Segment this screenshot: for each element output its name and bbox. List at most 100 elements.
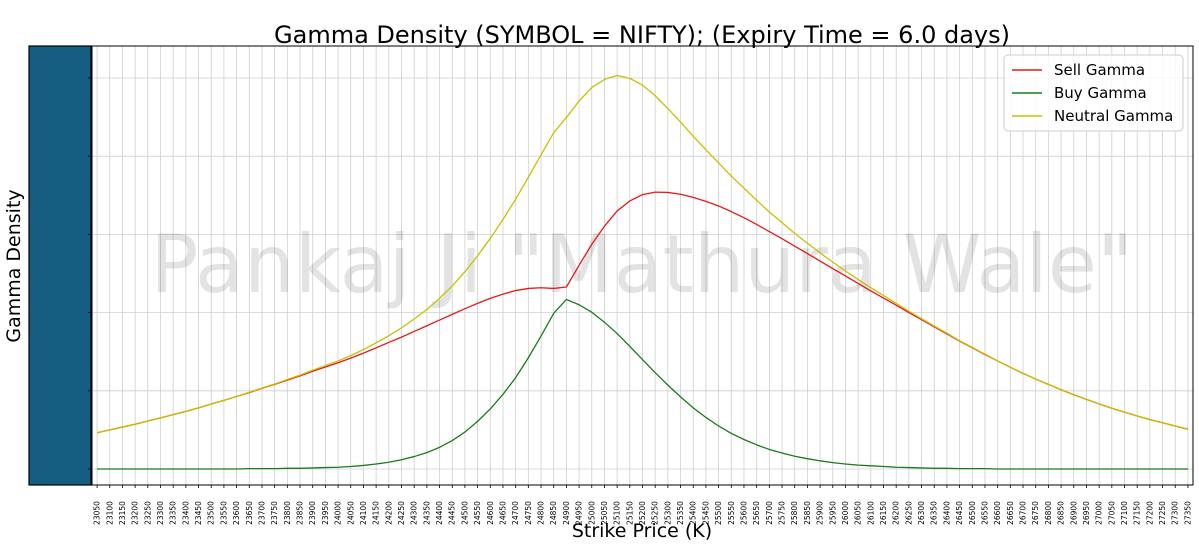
x-tick-label: 27150 [1133, 501, 1142, 525]
x-tick-label: 24600 [486, 501, 495, 525]
x-tick-label: 25500 [714, 501, 723, 525]
x-tick-label: 24200 [384, 501, 393, 525]
x-tick-label: 24150 [372, 501, 381, 525]
chart-title: Gamma Density (SYMBOL = NIFTY); (Expiry … [274, 21, 1010, 49]
x-tick-label: 25300 [663, 501, 672, 525]
x-tick-label: 25400 [689, 501, 698, 525]
x-tick-label: 23100 [105, 501, 114, 525]
x-tick-label: 24700 [511, 501, 520, 525]
x-tick-label: 26650 [1006, 501, 1015, 525]
x-tick-label: 27000 [1095, 501, 1104, 525]
x-tick-label: 27300 [1171, 501, 1180, 525]
x-tick-label: 26400 [942, 501, 951, 525]
x-tick-label: 26550 [980, 501, 989, 525]
x-tick-label: 27050 [1107, 501, 1116, 525]
y-axis-label: Gamma Density [3, 189, 25, 342]
x-tick-label: 24900 [562, 501, 571, 525]
x-tick-label: 23300 [156, 501, 165, 525]
x-tick-label: 23750 [270, 501, 279, 525]
x-tick-label: 23850 [296, 501, 305, 525]
x-tick-label: 25450 [701, 501, 710, 525]
x-tick-label: 26100 [866, 501, 875, 525]
x-tick-label: 26850 [1057, 501, 1066, 525]
x-tick-label: 24800 [537, 501, 546, 525]
x-tick-label: 23950 [321, 501, 330, 525]
x-tick-label: 24550 [473, 501, 482, 525]
x-tick-label: 26200 [892, 501, 901, 525]
x-tick-label: 24950 [575, 501, 584, 525]
x-tick-label: 23450 [194, 501, 203, 525]
x-tick-label: 23050 [93, 501, 102, 525]
x-tick-label: 23150 [118, 501, 127, 525]
x-tick-label: 25600 [739, 501, 748, 525]
x-tick-label: 26150 [879, 501, 888, 525]
x-tick-label: 27250 [1158, 501, 1167, 525]
x-tick-label: 25200 [638, 501, 647, 525]
x-tick-label: 24850 [549, 501, 558, 525]
x-tick-label: 27100 [1120, 501, 1129, 525]
x-tick-label: 26050 [854, 501, 863, 525]
x-tick-label: 24500 [460, 501, 469, 525]
x-tick-label: 27200 [1145, 501, 1154, 525]
x-tick-label: 25350 [676, 501, 685, 525]
x-tick-label: 26900 [1069, 501, 1078, 525]
x-tick-label: 26000 [841, 501, 850, 525]
x-tick-label: 24100 [359, 501, 368, 525]
x-tick-label: 24750 [524, 501, 533, 525]
x-tick-label: 26300 [917, 501, 926, 525]
x-tick-label: 25950 [828, 501, 837, 525]
x-tick-label: 24050 [346, 501, 355, 525]
x-axis-label: Strike Price (K) [572, 520, 712, 542]
watermark-text: Pankaj Ji "Mathura Wale" [150, 218, 1133, 311]
x-tick-label: 26800 [1044, 501, 1053, 525]
chart-legend: Sell Gamma Buy Gamma Neutral Gamma [1003, 54, 1184, 132]
x-tick-label: 26950 [1082, 501, 1091, 525]
legend-label-buy-gamma: Buy Gamma [1054, 84, 1147, 102]
x-tick-label: 23600 [232, 501, 241, 525]
x-tick-label: 24400 [435, 501, 444, 525]
x-tick-label: 25050 [600, 501, 609, 525]
x-tick-label: 26450 [955, 501, 964, 525]
x-tick-label: 26750 [1031, 501, 1040, 525]
x-tick-label: 25650 [752, 501, 761, 525]
x-tick-label: 23200 [131, 501, 140, 525]
legend-label-sell-gamma: Sell Gamma [1054, 61, 1145, 79]
x-tick-label: 25800 [790, 501, 799, 525]
x-tick-label: 25100 [613, 501, 622, 525]
x-tick-label: 25700 [765, 501, 774, 525]
x-tick-label: 26700 [1019, 501, 1028, 525]
x-tick-label: 24650 [498, 501, 507, 525]
x-tick-label: 25850 [803, 501, 812, 525]
x-tick-label: 23550 [219, 501, 228, 525]
series-line-buy-gamma [97, 298, 1188, 470]
x-tick-label: 26250 [904, 501, 913, 525]
x-tick-label: 24450 [448, 501, 457, 525]
x-tick-labels: 23050 23100 23150 23200 23250 23300 23350 23400… [93, 485, 1192, 525]
x-tick-label: 24000 [334, 501, 343, 525]
legend-label-neutral-gamma: Neutral Gamma [1054, 107, 1173, 125]
x-tick-label: 24300 [410, 501, 419, 525]
series-lines [96, 74, 1189, 470]
x-tick-label: 23250 [143, 501, 152, 525]
x-tick-label: 23900 [308, 501, 317, 525]
x-tick-label: 25150 [625, 501, 634, 525]
x-tick-label: 23350 [169, 501, 178, 525]
series-line-neutral-gamma [96, 74, 1189, 434]
sidebar-color-block [28, 45, 92, 486]
x-tick-label: 25000 [587, 501, 596, 525]
x-tick-label: 24350 [422, 501, 431, 525]
x-tick-label: 25550 [727, 501, 736, 525]
x-tick-label: 25250 [651, 501, 660, 525]
x-tick-label: 24250 [397, 501, 406, 525]
x-tick-label: 23500 [207, 501, 216, 525]
x-tick-label: 23650 [245, 501, 254, 525]
grid-lines [88, 46, 1193, 485]
x-tick-label: 23700 [257, 501, 266, 525]
legend-box [1003, 54, 1184, 132]
x-tick-label: 23800 [283, 501, 292, 525]
x-tick-label: 25900 [816, 501, 825, 525]
x-tick-label: 27350 [1183, 501, 1192, 525]
x-tick-label: 26500 [968, 501, 977, 525]
